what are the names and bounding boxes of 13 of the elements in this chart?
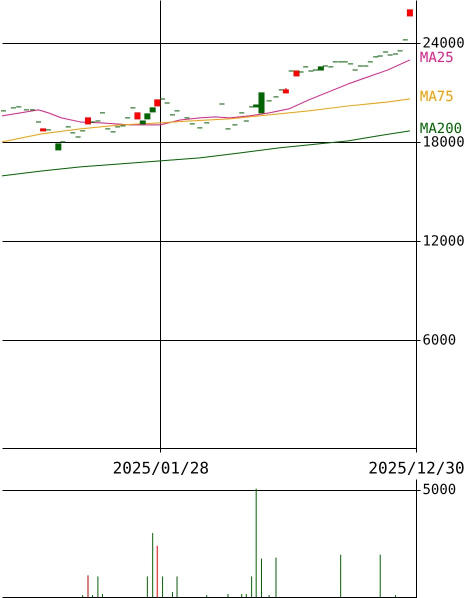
y-tick-label: 6000 [422,332,456,348]
line-series [2,130,410,176]
series-label: MA25 [420,50,454,66]
x-tick-label: 2025/01/28 [112,458,209,478]
x-tick-label: 2025/12/30 [368,458,465,478]
series-label: MA75 [420,88,454,105]
line-series [2,59,410,126]
line-series [2,98,410,142]
y-tick-label: 24000 [422,35,465,52]
y-tick-label: 18000 [422,134,465,150]
y-tick-label: 5000 [422,482,456,498]
y-tick-label: 12000 [422,233,465,250]
series-label: MA200 [420,120,462,137]
